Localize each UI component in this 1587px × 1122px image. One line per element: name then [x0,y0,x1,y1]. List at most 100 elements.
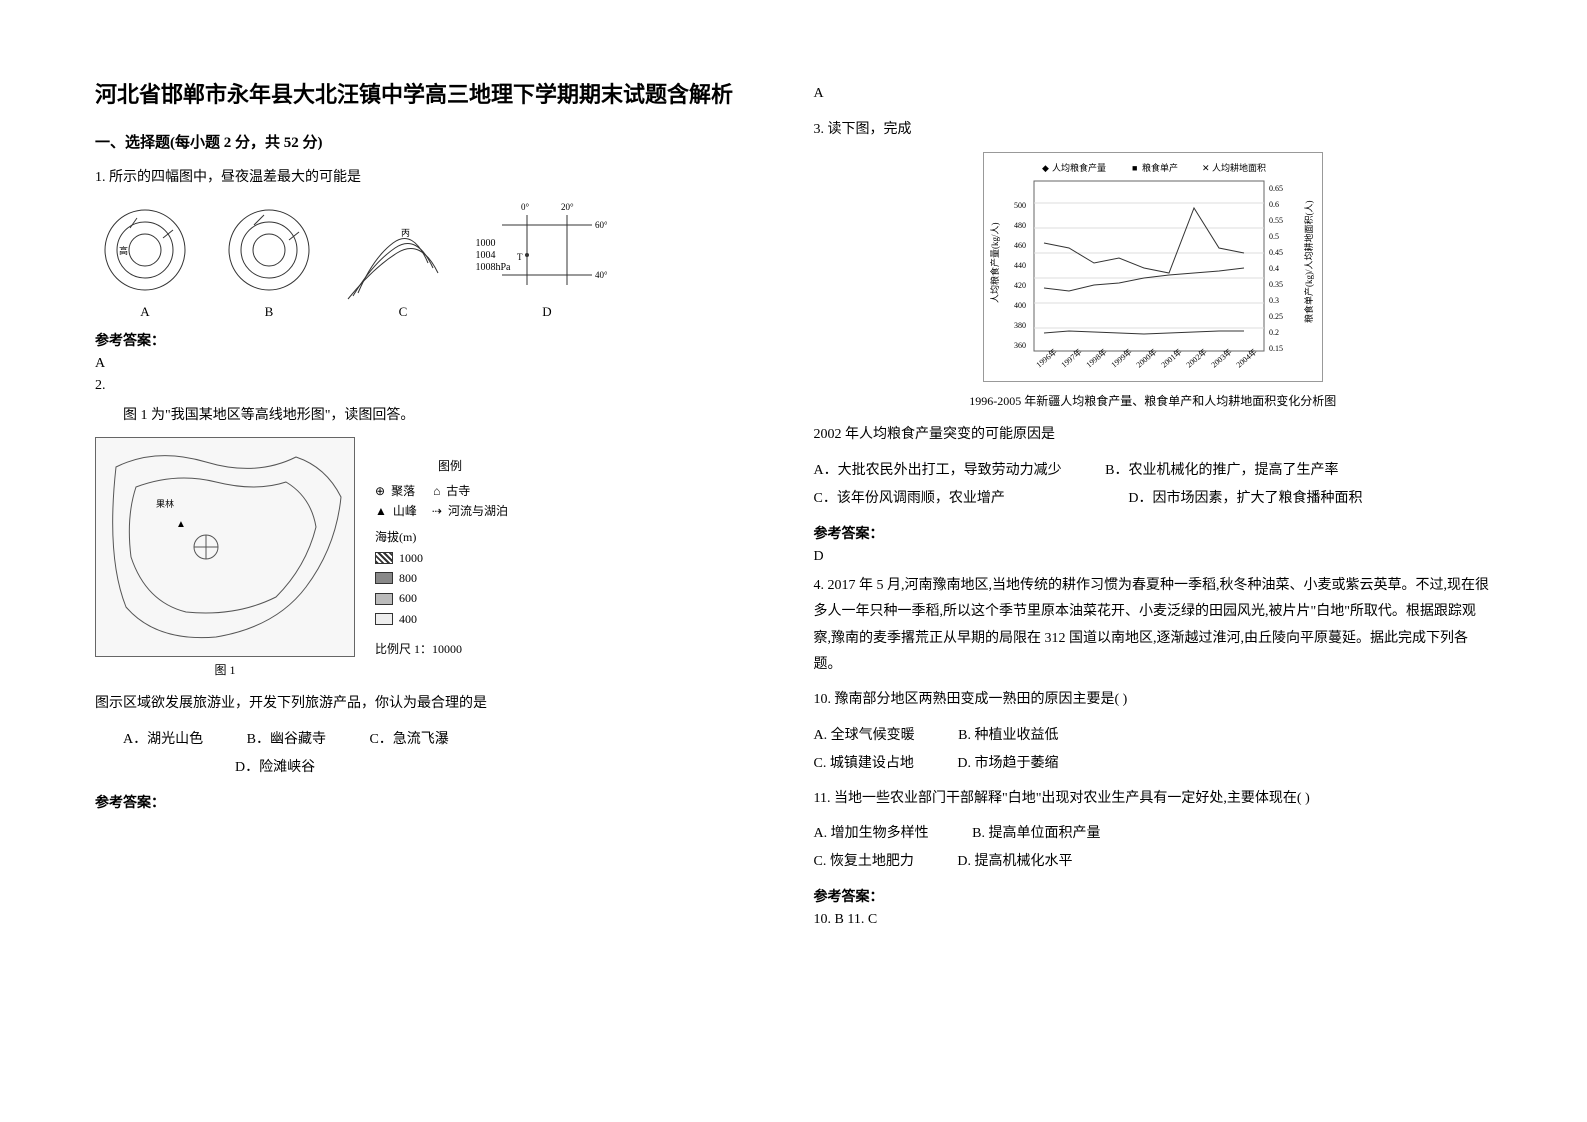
svg-text:360: 360 [1014,341,1026,350]
q1-figure-a: 高 [95,200,195,300]
svg-text:0.15: 0.15 [1269,344,1283,353]
elev-2: 600 [399,588,417,608]
q11-opt-a: A. 增加生物多样性 [814,820,929,848]
svg-text:1999年: 1999年 [1109,346,1134,369]
q2-elev-label: 海拔(m) [375,527,525,547]
legend-item-1: 古寺 [446,481,470,501]
q2-figure-row: ▲ 果林 图 1 图例 ⊕聚落 ⌂古寺 ▲山峰 ⇢河流与湖泊 海拔(m) 100… [95,437,774,678]
svg-text:0.3: 0.3 [1269,296,1279,305]
svg-text:480: 480 [1014,221,1026,230]
q11-opt-d: D. 提高机械化水平 [957,848,1072,876]
q2-opt-a: A．湖光山色 [123,726,203,754]
q2-legend-title: 图例 [375,456,525,476]
elev-0: 1000 [399,548,423,568]
q3-chart: ◆人均粮食产量 ■粮食单产 ✕人均耕地面积 360 380 400 420 44… [983,152,1323,382]
svg-text:高: 高 [119,245,128,256]
q4-q11-stem: 11. 当地一些农业部门干部解释"白地"出现对农业生产具有一定好处,主要体现在(… [814,786,1493,813]
svg-text:▲: ▲ [176,519,186,530]
svg-text:2000年: 2000年 [1134,346,1159,369]
q4-q10-stem: 10. 豫南部分地区两熟田变成一熟田的原因主要是( ) [814,687,1493,714]
svg-text:0°: 0° [521,202,530,212]
q10-opt-b: B. 种植业收益低 [958,722,1058,750]
q2-answer-label: 参考答案： [95,792,774,812]
q3-answer-label: 参考答案： [814,523,1493,543]
svg-text:1997年: 1997年 [1059,346,1084,369]
left-column: 河北省邯郸市永年县大北汪镇中学高三地理下学期期末试题含解析 一、选择题(每小题 … [95,80,774,934]
svg-text:0.4: 0.4 [1269,264,1279,273]
svg-text:440: 440 [1014,261,1026,270]
q3-opt-b: B．农业机械化的推广，提高了生产率 [1105,457,1338,485]
svg-text:500: 500 [1014,201,1026,210]
q1-figure-b [219,200,319,300]
document-title: 河北省邯郸市永年县大北汪镇中学高三地理下学期期末试题含解析 [95,80,774,111]
q1-answer-label: 参考答案： [95,330,774,350]
svg-text:0.55: 0.55 [1269,216,1283,225]
section-1-header: 一、选择题(每小题 2 分，共 52 分) [95,131,774,152]
svg-text:20°: 20° [561,202,574,212]
svg-text:0.2: 0.2 [1269,328,1279,337]
elev-1: 800 [399,568,417,588]
q3-stem: 3. 读下图，完成 [814,118,1493,142]
q2-stem: 图示区域欲发展旅游业，开发下列旅游产品，你认为最合理的是 [95,692,774,716]
q10-opt-c: C. 城镇建设占地 [814,750,914,778]
q1-label-c: C [399,304,408,320]
svg-text:0.65: 0.65 [1269,184,1283,193]
svg-text:0.25: 0.25 [1269,312,1283,321]
q2-answer: A [814,86,1493,102]
q2-topographic-map: ▲ 果林 [95,437,355,657]
elev-3: 400 [399,609,417,629]
svg-text:380: 380 [1014,321,1026,330]
q3-sub-stem: 2002 年人均粮食产量突变的可能原因是 [814,423,1493,447]
svg-text:1996年: 1996年 [1034,346,1059,369]
q1-c-val-1: 1004 [476,250,511,262]
q2-num: 2. [95,378,774,394]
svg-text:人均耕地面积: 人均耕地面积 [1212,162,1266,173]
svg-text:◆: ◆ [1042,163,1049,173]
q3-options: A．大批农民外出打工，导致劳动力减少 B．农业机械化的推广，提高了生产率 C．该… [814,457,1493,513]
svg-text:■: ■ [1132,163,1137,173]
q2-options: A．湖光山色 B．幽谷藏寺 C．急流飞瀑 D．险滩峡谷 [95,726,774,782]
q10-opt-a: A. 全球气候变暖 [814,722,915,750]
q1-label-a: A [140,304,149,320]
svg-text:0.5: 0.5 [1269,232,1279,241]
legend-item-0: 聚落 [391,481,415,501]
q1-label-d: D [542,304,551,320]
q2-opt-b: B．幽谷藏寺 [247,726,326,754]
q3-opt-d: D．因市场因素，扩大了粮食播种面积 [1128,485,1362,513]
q2-scale: 比例尺 1：10000 [375,639,525,659]
q3-chart-caption: 1996-2005 年新疆人均粮食产量、粮食单产和人均耕地面积变化分析图 [814,392,1493,409]
q2-opt-c: C．急流飞瀑 [369,726,448,754]
svg-text:420: 420 [1014,281,1026,290]
q3-opt-c: C．该年份风调雨顺，农业增产 [814,485,1005,513]
q4-answer-label: 参考答案： [814,886,1493,906]
svg-text:60°: 60° [595,220,607,230]
q1-c-val-2: 1008hPa [476,262,511,274]
q3-opt-a: A．大批农民外出打工，导致劳动力减少 [814,457,1062,485]
q3-answer: D [814,549,1493,565]
q1-answer: A [95,356,774,372]
q1-stem: 1. 所示的四幅图中，昼夜温差最大的可能是 [95,166,774,190]
svg-text:T: T [517,252,523,262]
q11-opt-c: C. 恢复土地肥力 [814,848,914,876]
q1-label-b: B [265,304,274,320]
svg-text:粮食单产(kg)/人均耕地面积(人): 粮食单产(kg)/人均耕地面积(人) [1303,200,1314,323]
q2-legend: 图例 ⊕聚落 ⌂古寺 ▲山峰 ⇢河流与湖泊 海拔(m) 1000 800 600… [375,456,525,660]
legend-item-2: 山峰 [393,501,417,521]
q11-opt-b: B. 提高单位面积产量 [972,820,1100,848]
q1-figure-c: 丙 [343,208,463,308]
svg-text:2002年: 2002年 [1184,346,1209,369]
q4-q11-options: A. 增加生物多样性 B. 提高单位面积产量 C. 恢复土地肥力 D. 提高机械… [814,820,1493,876]
svg-text:2003年: 2003年 [1209,346,1234,369]
right-column: A 3. 读下图，完成 ◆人均粮食产量 ■粮食单产 ✕人均耕地面积 360 38… [814,80,1493,934]
svg-text:人均粮食产量(kg/人): 人均粮食产量(kg/人) [989,222,1000,303]
svg-text:0.45: 0.45 [1269,248,1283,257]
q10-opt-d: D. 市场趋于萎缩 [957,750,1058,778]
svg-text:400: 400 [1014,301,1026,310]
q4-q10-options: A. 全球气候变暖 B. 种植业收益低 C. 城镇建设占地 D. 市场趋于萎缩 [814,722,1493,778]
svg-text:2004年: 2004年 [1234,346,1259,369]
q2-opt-d: D．险滩峡谷 [235,754,315,782]
q4-answer: 10. B 11. C [814,912,1493,928]
svg-text:1998年: 1998年 [1084,346,1109,369]
svg-text:粮食单产: 粮食单产 [1142,162,1178,173]
q1-c-val-0: 1000 [476,238,511,250]
